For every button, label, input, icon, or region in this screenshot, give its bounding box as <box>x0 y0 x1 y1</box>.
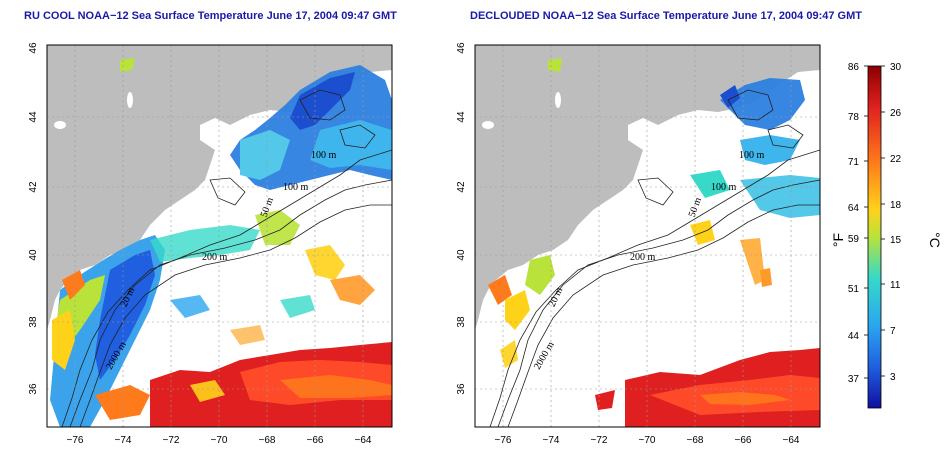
celsius-tick: 3 <box>890 372 896 383</box>
left-lon-tick-labels: −76 −74 −72 −70 −68 −66 −64 <box>67 435 372 446</box>
right-lat-tick: 36 <box>456 383 467 395</box>
fahrenheit-tick: 71 <box>848 157 860 168</box>
right-contour-label-100m-b: 100 m <box>739 150 765 161</box>
right-lat-tick: 40 <box>456 249 467 261</box>
right-map-frame <box>474 44 821 428</box>
left-lon-tick: −70 <box>211 435 228 446</box>
fahrenheit-tick: 37 <box>848 374 860 385</box>
right-lon-tick: −64 <box>783 435 800 446</box>
right-grid <box>475 45 820 427</box>
left-land <box>47 45 392 330</box>
right-lon-tick: −76 <box>495 435 512 446</box>
right-lat-tick: 44 <box>456 111 467 123</box>
left-lon-tick: −64 <box>355 435 372 446</box>
left-lat-tick: 42 <box>28 181 39 193</box>
right-lon-tick: −70 <box>639 435 656 446</box>
left-bathymetry-contours <box>61 89 392 427</box>
right-land <box>475 45 820 330</box>
celsius-tick: 15 <box>890 235 902 246</box>
right-lat-tick: 38 <box>456 316 467 328</box>
left-map-panel: 200 m 100 m 100 m 50 m 20 m 2000 m −76 −… <box>28 42 393 446</box>
right-lat-tick: 46 <box>456 42 467 54</box>
right-panel-title: DECLOUDED NOAA−12 Sea Surface Temperatur… <box>470 10 862 22</box>
right-contour-label-100m-a: 100 m <box>711 182 737 193</box>
celsius-tick: 7 <box>890 326 896 337</box>
fahrenheit-tick: 44 <box>848 331 860 342</box>
left-lon-tick: −74 <box>115 435 132 446</box>
right-lat-tick: 42 <box>456 181 467 193</box>
right-bathymetry-contours <box>489 89 820 427</box>
right-lon-tick: −74 <box>543 435 560 446</box>
fahrenheit-tick: 59 <box>848 234 860 245</box>
right-lon-tick-labels: −76 −74 −72 −70 −68 −66 −64 <box>495 435 800 446</box>
celsius-tick: 30 <box>890 62 902 73</box>
temperature-colorbar: 86 78 71 64 59 51 44 37 30 26 22 18 15 1… <box>830 62 943 409</box>
left-lon-tick: −76 <box>67 435 84 446</box>
left-lat-tick-labels: 36 38 40 42 44 46 <box>28 42 39 395</box>
left-lat-tick: 44 <box>28 111 39 123</box>
left-panel-title: RU COOL NOAA−12 Sea Surface Temperature … <box>24 10 397 22</box>
left-contour-label-100m-b: 100 m <box>311 150 337 161</box>
celsius-tick: 11 <box>890 280 901 291</box>
left-map-frame <box>46 44 393 428</box>
celsius-tick: 22 <box>890 154 902 165</box>
right-contour-label-200m: 200 m <box>630 252 656 263</box>
fahrenheit-tick: 51 <box>848 284 860 295</box>
fahrenheit-tick-labels: 86 78 71 64 59 51 44 37 <box>848 62 860 385</box>
left-lon-tick: −66 <box>307 435 324 446</box>
celsius-unit-label: °C <box>927 232 943 248</box>
celsius-tick: 26 <box>890 108 902 119</box>
fahrenheit-unit-label: °F <box>830 233 846 247</box>
right-map-panel: 200 m 100 m 100 m 50 m 20 m 2000 m −76 −… <box>456 42 821 446</box>
right-lon-tick: −68 <box>687 435 704 446</box>
celsius-tick: 18 <box>890 200 902 211</box>
colorbar-gradient <box>867 65 882 409</box>
left-contour-label-100m-a: 100 m <box>283 182 309 193</box>
celsius-tick-labels: 30 26 22 18 15 11 7 3 <box>890 62 902 383</box>
right-lat-tick-labels: 36 38 40 42 44 46 <box>456 42 467 395</box>
left-lon-tick: −72 <box>163 435 180 446</box>
left-lat-tick: 46 <box>28 42 39 54</box>
fahrenheit-tick: 64 <box>848 203 860 214</box>
left-lat-tick: 38 <box>28 316 39 328</box>
fahrenheit-tick: 86 <box>848 62 860 73</box>
left-lat-tick: 40 <box>28 249 39 261</box>
right-lon-tick: −66 <box>735 435 752 446</box>
left-contour-label-200m: 200 m <box>202 252 228 263</box>
left-grid <box>47 45 392 427</box>
right-lon-tick: −72 <box>591 435 608 446</box>
left-lat-tick: 36 <box>28 383 39 395</box>
left-lon-tick: −68 <box>259 435 276 446</box>
fahrenheit-tick: 78 <box>848 112 860 123</box>
